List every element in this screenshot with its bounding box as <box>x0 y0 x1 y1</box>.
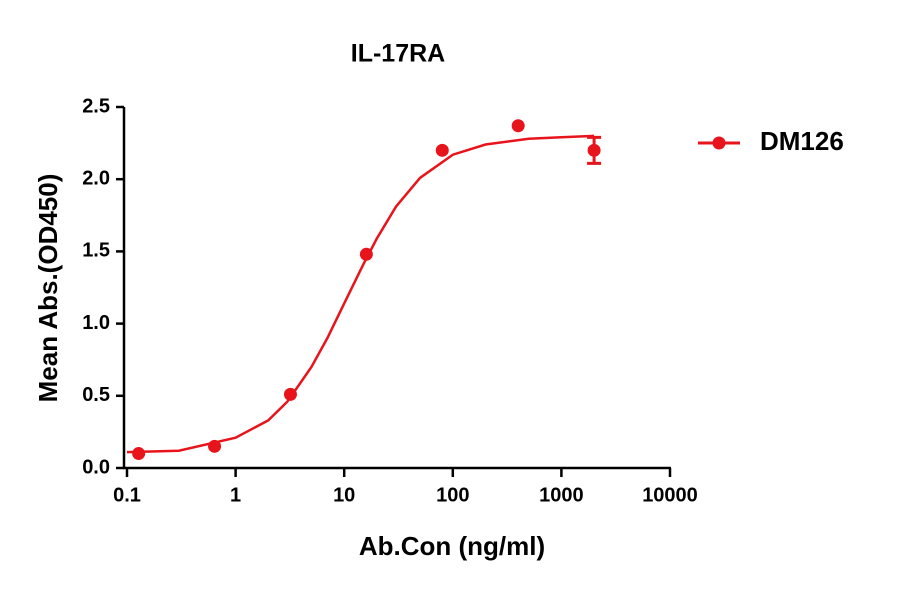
x-tick-label: 0.1 <box>113 484 141 506</box>
y-tick-label: 2.0 <box>82 167 110 189</box>
x-tick-label: 1000 <box>539 484 584 506</box>
legend-label: DM126 <box>760 126 844 156</box>
data-point <box>359 247 373 261</box>
data-point <box>511 119 525 133</box>
x-tick-label: 100 <box>436 484 469 506</box>
x-axis-label: Ab.Con (ng/ml) <box>359 531 545 561</box>
y-tick-label: 0.5 <box>82 384 110 406</box>
data-point <box>435 143 449 157</box>
y-tick-label: 1.5 <box>82 240 110 262</box>
y-tick-label: 1.0 <box>82 312 110 334</box>
x-tick-label: 1 <box>230 484 241 506</box>
legend-marker <box>712 136 726 150</box>
x-tick-label: 10000 <box>642 484 698 506</box>
y-tick-label: 0.0 <box>82 456 110 478</box>
chart-title: IL-17RA <box>351 40 445 68</box>
data-point <box>283 387 297 401</box>
y-tick-label: 2.5 <box>82 95 110 117</box>
data-point <box>132 447 146 461</box>
x-tick-label: 10 <box>333 484 355 506</box>
data-point <box>587 143 601 157</box>
data-point <box>208 439 222 453</box>
fit-curve <box>126 134 595 454</box>
y-axis-label: Mean Abs.(OD450) <box>33 174 63 403</box>
